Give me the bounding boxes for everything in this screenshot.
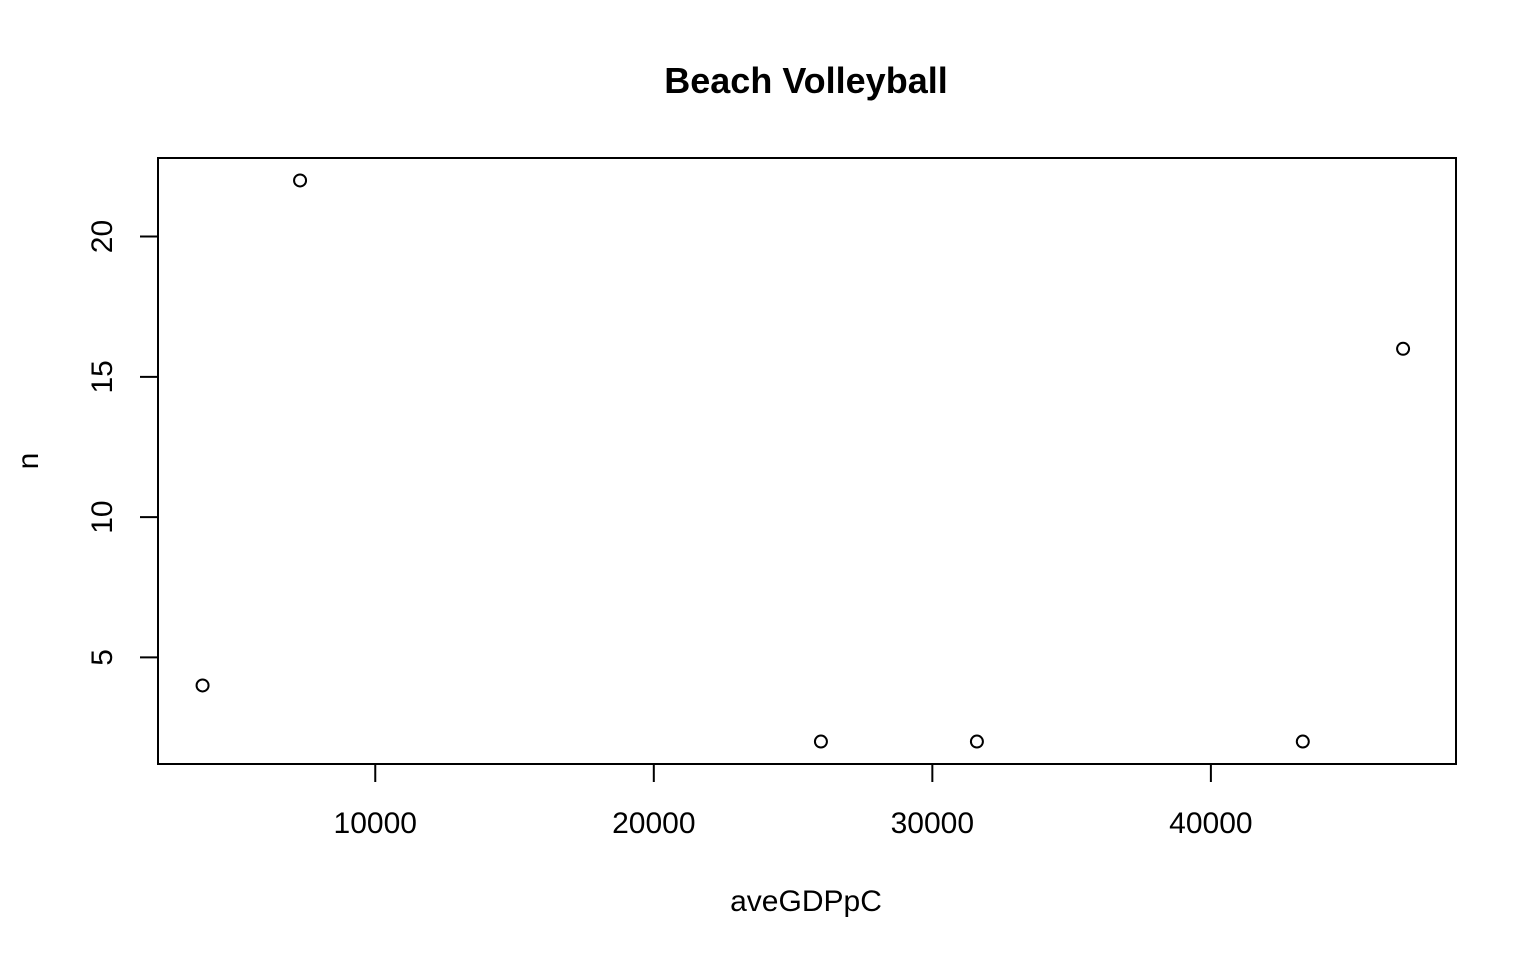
- scatter-point: [1295, 734, 1310, 749]
- x-axis-label: aveGDPpC: [730, 885, 882, 918]
- y-axis-label: n: [12, 453, 45, 470]
- x-tick-label: 10000: [334, 807, 417, 840]
- points-layer: [195, 173, 1411, 749]
- scatter-point: [1396, 341, 1411, 356]
- x-tick-label: 40000: [1169, 807, 1252, 840]
- chart-title: Beach Volleyball: [664, 60, 947, 101]
- x-tick-label: 30000: [891, 807, 974, 840]
- scatter-point: [195, 678, 210, 693]
- scatter-point: [813, 734, 828, 749]
- x-tick-label: 20000: [612, 807, 695, 840]
- y-tick-label: 10: [86, 500, 119, 533]
- x-axis: 10000 20000 30000 40000: [334, 763, 1253, 840]
- scatter-point: [969, 734, 984, 749]
- scatter-point: [293, 173, 308, 188]
- plot-frame: [157, 157, 1457, 765]
- y-tick-label: 15: [86, 360, 119, 393]
- y-tick-label: 5: [86, 649, 119, 666]
- y-axis: 5 10 15 20: [86, 220, 159, 666]
- y-tick-label: 20: [86, 220, 119, 253]
